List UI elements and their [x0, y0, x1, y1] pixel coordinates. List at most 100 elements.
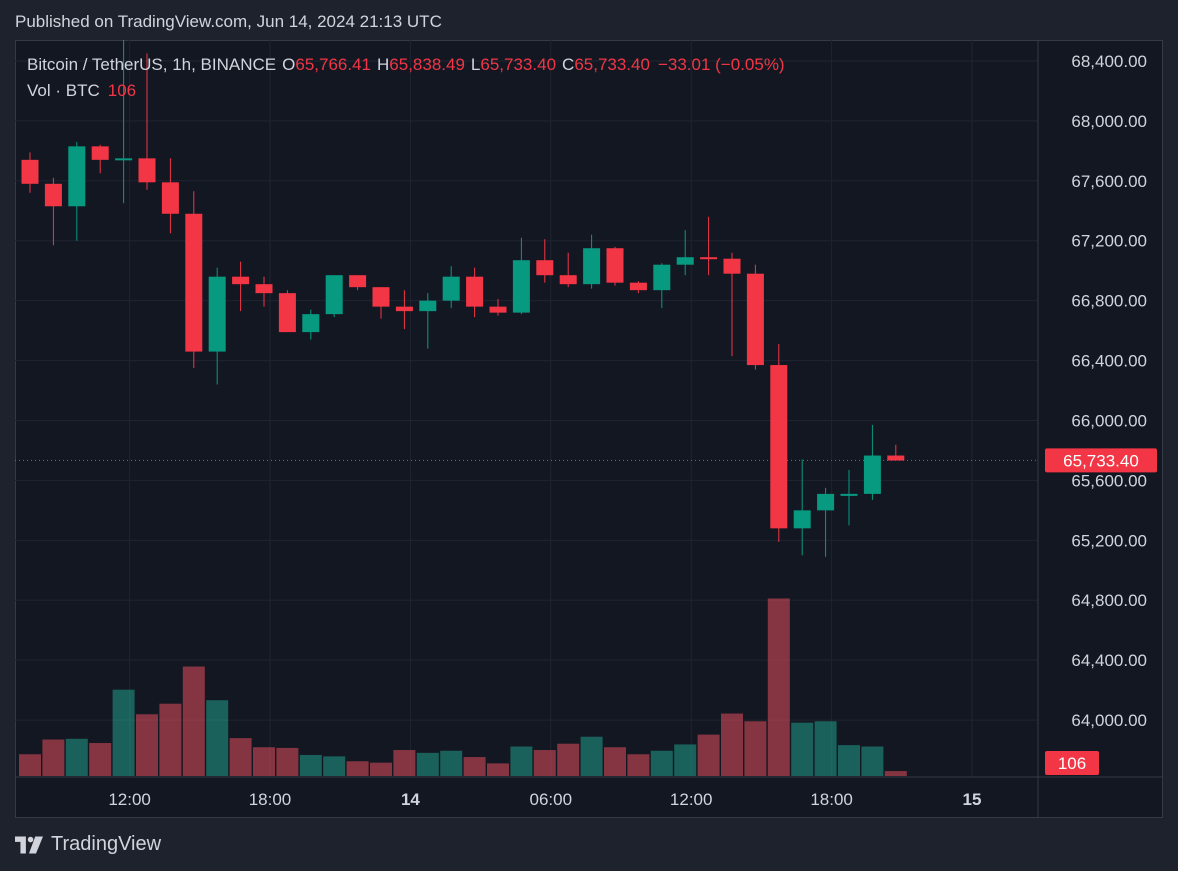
price-markers: 65,733.40 106: [15, 448, 1157, 775]
candle-body: [466, 276, 484, 307]
low-value: 65,733.40: [480, 55, 557, 74]
time-tick-label: 18:00: [249, 790, 292, 809]
volume-bar: [721, 713, 743, 776]
change-value: −33.01 (−0.05%): [657, 55, 785, 74]
volume-bar: [861, 746, 884, 776]
candle-body: [793, 510, 811, 529]
volume-bar: [580, 736, 603, 776]
time-tick-label: 12:00: [108, 790, 151, 809]
volume-badge: [1045, 751, 1099, 775]
volume-bar: [229, 738, 252, 776]
volume-bar: [838, 745, 860, 776]
price-tick-label: 68,000.00: [1071, 112, 1147, 131]
volume-legend: Vol · BTC 106: [27, 81, 136, 101]
time-tick-label: 14: [401, 790, 420, 809]
volume-layer: [19, 598, 907, 776]
tradingview-logo-icon: [15, 835, 43, 854]
volume-bar: [299, 754, 322, 776]
time-tick-label: 18:00: [810, 790, 853, 809]
price-tick-label: 64,400.00: [1071, 651, 1147, 670]
tradingview-brand-text: TradingView: [51, 833, 162, 855]
price-tick-label: 67,200.00: [1071, 232, 1147, 251]
price-tick-label: 67,600.00: [1071, 172, 1147, 191]
candle-body: [489, 306, 507, 313]
tradingview-logo[interactable]: TradingView: [15, 833, 161, 856]
volume-bar: [510, 746, 533, 776]
candle-body: [278, 293, 296, 333]
candle-body: [68, 146, 86, 207]
candle-body: [44, 183, 62, 207]
candle-body: [161, 182, 179, 214]
open-value: 65,766.41: [295, 55, 371, 74]
candle-body: [302, 314, 320, 333]
price-axis: 64,000.00 64,400.00 64,800.00 65,200.00 65,6…: [1071, 52, 1147, 730]
high-label: H: [377, 55, 390, 74]
volume-bar: [650, 750, 673, 776]
price-tick-label: 66,800.00: [1071, 292, 1147, 311]
candle-body: [185, 213, 203, 352]
candle-body: [887, 455, 905, 461]
price-tick-label: 65,600.00: [1071, 471, 1147, 490]
time-axis: 12:00 18:00 14 06:00 12:00 18:00 15: [108, 790, 981, 809]
volume-bar: [370, 762, 392, 776]
published-notice: Published on TradingView.com, Jun 14, 20…: [15, 12, 442, 31]
volume-value: 106: [107, 81, 137, 100]
volume-bar: [65, 738, 88, 776]
price-tick-label: 64,800.00: [1071, 591, 1147, 610]
volume-bar: [393, 750, 416, 776]
volume-bar: [19, 754, 41, 776]
volume-bar: [42, 739, 65, 776]
close-value: 65,733.40: [574, 55, 650, 74]
volume-bar: [533, 750, 556, 776]
volume-badge-label: 106: [1058, 754, 1086, 773]
candle-body: [606, 248, 624, 283]
volume-bar: [604, 747, 626, 776]
volume-bar: [463, 757, 486, 776]
candle-body: [325, 275, 343, 315]
price-tick-label: 65,200.00: [1071, 531, 1147, 550]
price-tick-label: 64,000.00: [1071, 711, 1147, 730]
volume-bar: [89, 743, 112, 776]
candle-body: [115, 158, 133, 161]
volume-bar: [791, 722, 814, 776]
volume-bar: [323, 756, 346, 776]
volume-label[interactable]: Vol · BTC: [27, 81, 100, 100]
candle-body: [700, 257, 718, 260]
candle-body: [21, 159, 39, 184]
volume-bar: [814, 721, 837, 776]
candle-body: [817, 493, 835, 511]
close-label: C: [562, 55, 575, 74]
last-price-label: 65,733.40: [1063, 451, 1139, 470]
candle-body: [419, 300, 437, 312]
price-chart[interactable]: 64,000.00 64,400.00 64,800.00 65,200.00 65,6…: [15, 40, 1163, 818]
ohlc-legend: Bitcoin / TetherUS, 1h, BINANCE O65,766.4…: [27, 55, 785, 75]
price-tick-label: 66,400.00: [1071, 352, 1147, 371]
candle-body: [536, 260, 554, 276]
volume-bar: [884, 771, 907, 776]
volume-bar: [182, 666, 205, 776]
low-label: L: [470, 55, 481, 74]
volume-bar: [557, 743, 580, 776]
open-label: O: [282, 55, 296, 74]
time-tick-label: 06:00: [530, 790, 573, 809]
candle-body: [676, 257, 694, 265]
volume-bar: [276, 747, 299, 776]
time-tick-label: 12:00: [670, 790, 713, 809]
volume-bar: [674, 744, 697, 776]
volume-bar: [206, 700, 229, 776]
candle-body: [863, 455, 881, 494]
high-value: 65,838.49: [389, 55, 465, 74]
volume-bar: [253, 747, 275, 776]
candle-body: [512, 260, 530, 313]
candle-body: [583, 248, 601, 285]
candle-body: [372, 287, 390, 307]
volume-bar: [159, 703, 182, 776]
candle-body: [770, 365, 788, 529]
symbol-label[interactable]: Bitcoin / TetherUS, 1h, BINANCE: [27, 55, 277, 74]
volume-bar: [744, 721, 767, 776]
candle-body: [138, 158, 156, 183]
candle-body: [349, 275, 367, 288]
candle-body: [442, 276, 460, 301]
candle-body: [395, 306, 413, 312]
last-price-badge: [1045, 448, 1157, 473]
